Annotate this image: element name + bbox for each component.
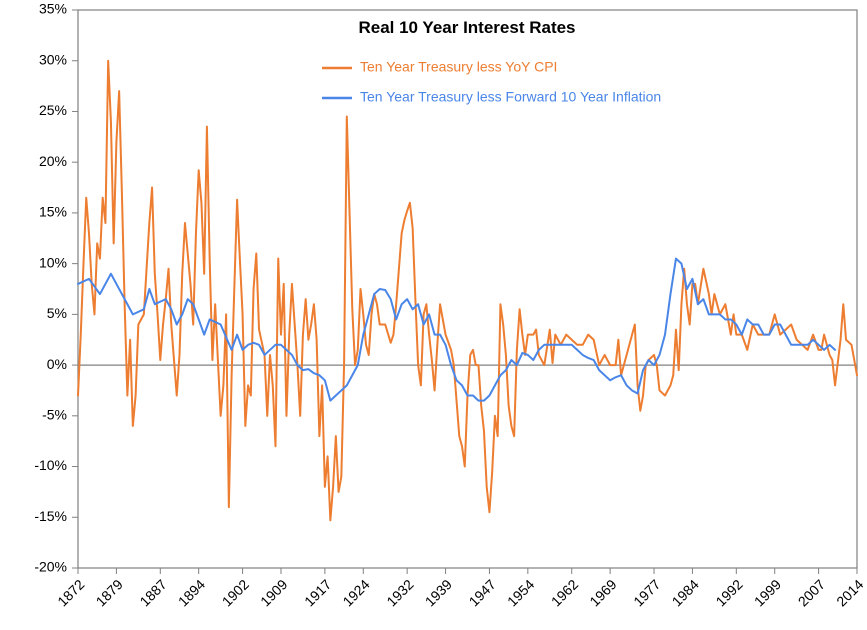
svg-text:30%: 30% [39,51,67,67]
real-rates-line-chart: -20%-15%-10%-5%0%5%10%15%20%25%30%35%187… [0,0,867,630]
svg-text:10%: 10% [39,254,67,270]
legend-label: Ten Year Treasury less Forward 10 Year I… [360,89,661,105]
chart-container: -20%-15%-10%-5%0%5%10%15%20%25%30%35%187… [0,0,867,630]
svg-text:-10%: -10% [34,457,67,473]
svg-text:35%: 35% [39,1,67,17]
svg-text:15%: 15% [39,204,67,220]
svg-text:0%: 0% [47,356,67,372]
svg-text:-20%: -20% [34,559,67,575]
svg-text:5%: 5% [47,305,67,321]
svg-text:-5%: -5% [42,407,67,423]
svg-text:20%: 20% [39,153,67,169]
svg-text:25%: 25% [39,102,67,118]
svg-text:-15%: -15% [34,508,67,524]
chart-title: Real 10 Year Interest Rates [358,18,575,37]
legend-label: Ten Year Treasury less YoY CPI [360,59,557,75]
